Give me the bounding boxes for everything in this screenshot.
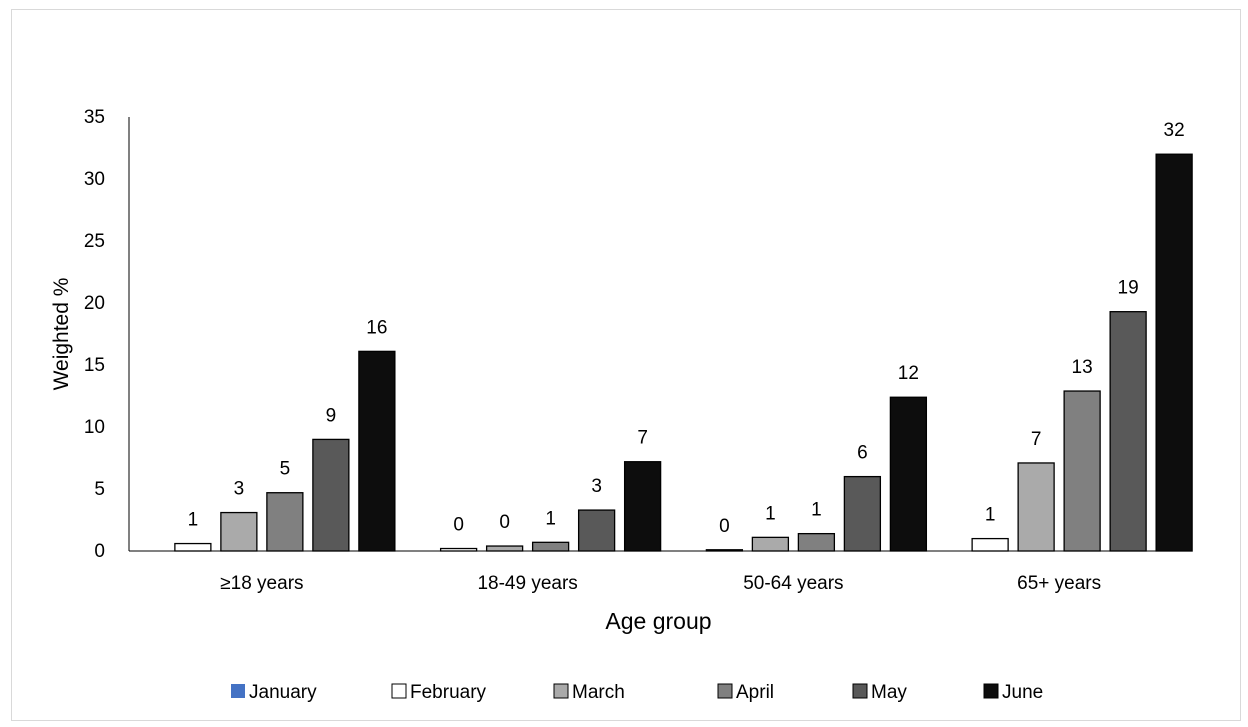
bar [751, 536, 790, 552]
y-tick-label: 5 [94, 479, 105, 500]
data-label: 7 [1031, 429, 1042, 450]
data-label: 32 [1164, 120, 1185, 141]
legend-label: February [410, 682, 487, 703]
data-label: 1 [985, 505, 996, 526]
y-tick-label: 10 [84, 417, 105, 438]
legend-swatch [852, 683, 868, 699]
legend-swatch [231, 684, 245, 698]
legend-label: March [572, 682, 625, 703]
y-tick-label: 20 [84, 293, 105, 314]
legend-swatch [717, 683, 733, 699]
data-label: 9 [326, 405, 337, 426]
legend-swatch [553, 683, 569, 699]
legend-label: June [1002, 682, 1043, 703]
bar [266, 492, 304, 552]
data-label: 3 [234, 479, 245, 500]
bar [577, 509, 616, 552]
y-tick-label: 30 [84, 169, 105, 190]
data-label: 1 [811, 500, 822, 521]
data-label: 3 [591, 476, 602, 497]
bar [797, 532, 836, 552]
x-tick-label: ≥18 years [220, 573, 303, 594]
bar [358, 350, 396, 552]
bar [623, 461, 662, 552]
y-axis-ticks: 0 5 10 15 20 25 30 35 [84, 107, 105, 562]
x-tick-label: 65+ years [1017, 573, 1101, 594]
data-label: 0 [719, 516, 730, 537]
x-tick-label: 50-64 years [743, 573, 843, 594]
y-axis-label: Weighted % [50, 278, 73, 391]
y-tick-label: 25 [84, 231, 105, 252]
data-label: 1 [545, 508, 556, 529]
bar [312, 438, 350, 552]
bar [889, 396, 928, 552]
data-label: 13 [1072, 357, 1093, 378]
data-label: 16 [366, 317, 387, 338]
bar [1155, 153, 1193, 552]
data-label: 6 [857, 443, 868, 464]
data-label: 1 [765, 503, 776, 524]
y-tick-label: 0 [94, 541, 105, 562]
legend-label: April [736, 682, 774, 703]
x-axis-categories: ≥18 years 18-49 years 50-64 years 65+ years [220, 573, 1101, 594]
bar [971, 537, 1009, 552]
legend: January February March April May June [231, 682, 1043, 703]
legend-label: January [249, 682, 317, 703]
bar [1017, 462, 1055, 552]
bar [220, 511, 258, 552]
y-tick-label: 35 [84, 107, 105, 128]
bar-series [174, 153, 1193, 552]
data-label: 0 [499, 512, 510, 533]
legend-swatch [983, 683, 999, 699]
legend-swatch [391, 683, 407, 699]
chart-area: 0 5 10 15 20 25 30 35 1 3 5 9 16 0 0 1 3 7 0 1 1 6 12 1 7 13 19 32… [11, 9, 1241, 721]
legend-label: May [871, 682, 907, 703]
bar [843, 475, 882, 552]
data-label: 12 [898, 363, 919, 384]
bar [485, 545, 524, 552]
x-tick-label: 18-49 years [477, 573, 577, 594]
bar [1109, 311, 1147, 552]
bar [1063, 390, 1101, 552]
data-label: 1 [188, 510, 199, 531]
bar [531, 541, 570, 552]
data-label: 19 [1118, 278, 1139, 299]
x-axis-label: Age group [605, 608, 711, 634]
data-label: 0 [453, 515, 464, 536]
data-label: 5 [280, 459, 291, 480]
bar [174, 542, 212, 552]
y-tick-label: 15 [84, 355, 105, 376]
data-label: 7 [637, 428, 648, 449]
